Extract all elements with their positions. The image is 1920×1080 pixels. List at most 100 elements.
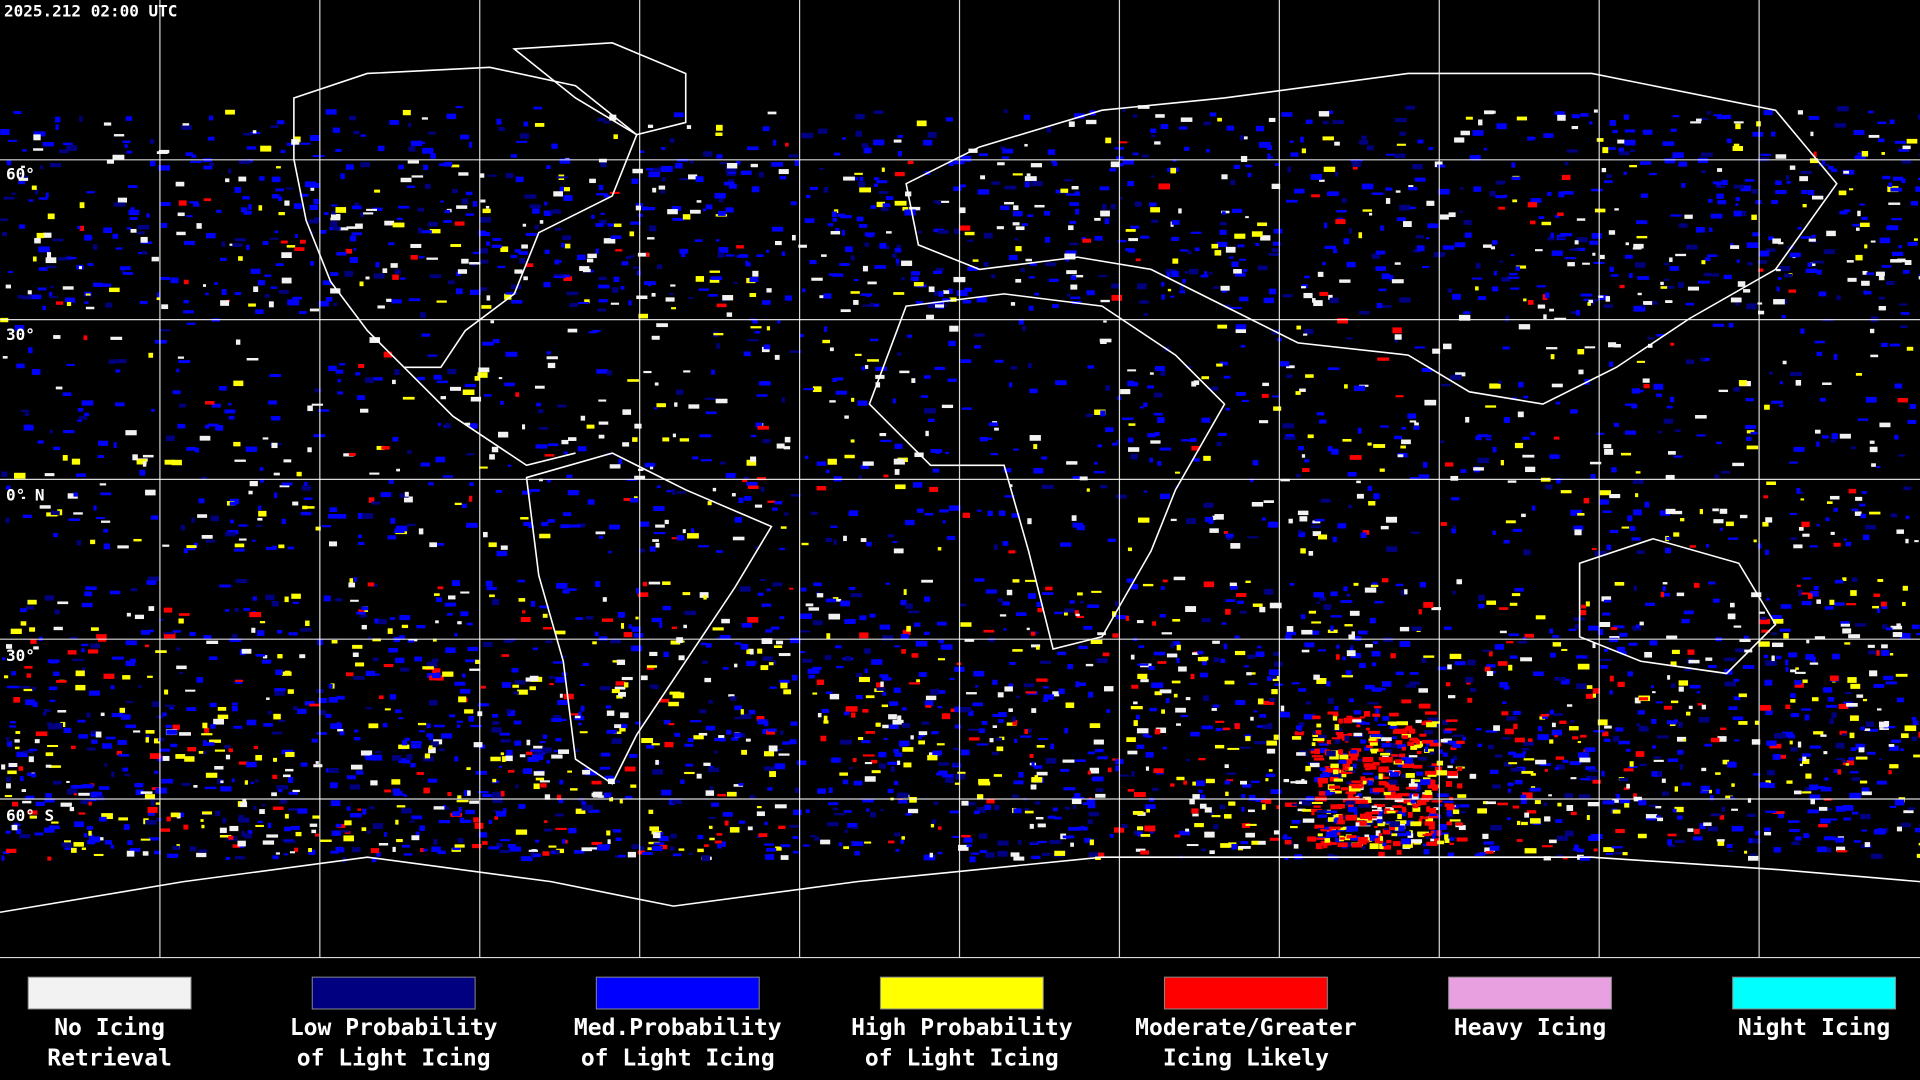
icing-patch [290, 301, 298, 304]
icing-patch [937, 547, 942, 551]
icing-patch [1849, 792, 1862, 799]
icing-patch [1601, 167, 1607, 173]
icing-patch [864, 365, 869, 369]
icing-patch [1176, 657, 1180, 664]
icing-patch [1235, 328, 1247, 334]
icing-patch [1036, 678, 1048, 682]
icing-patch [1696, 434, 1706, 437]
icing-patch [816, 593, 824, 598]
icing-patch [1076, 524, 1085, 531]
icing-patch [522, 610, 526, 614]
icing-patch [1335, 171, 1339, 177]
icing-patch [1064, 806, 1071, 810]
icing-patch [323, 595, 331, 602]
icing-patch [1854, 511, 1862, 516]
icing-patch [1418, 703, 1431, 709]
icing-patch [1052, 162, 1058, 167]
icing-patch [1125, 229, 1136, 232]
icing-patch [292, 296, 303, 300]
icing-patch [1790, 747, 1798, 752]
icing-patch [747, 485, 759, 489]
icing-patch [1883, 675, 1894, 681]
icing-patch [220, 300, 230, 306]
icing-patch [1632, 625, 1642, 631]
icing-patch [8, 762, 18, 767]
icing-patch [73, 512, 83, 515]
icing-patch [1843, 538, 1847, 541]
icing-patch [1764, 660, 1777, 666]
icing-patch [1680, 518, 1685, 522]
icing-patch [1708, 664, 1717, 669]
icing-patch [1346, 650, 1356, 657]
icing-patch [563, 195, 573, 202]
icing-patch [1257, 645, 1262, 649]
icing-patch [469, 423, 478, 429]
icing-patch [1588, 625, 1599, 631]
icing-patch [28, 756, 34, 763]
icing-patch [1861, 280, 1870, 286]
icing-patch [1023, 683, 1035, 688]
icing-patch [728, 183, 737, 189]
icing-patch [1538, 216, 1545, 220]
icing-patch [1310, 525, 1321, 528]
icing-patch [738, 820, 746, 824]
icing-patch [1483, 147, 1488, 151]
icing-patch [70, 745, 76, 750]
icing-patch [148, 837, 159, 841]
icing-patch [698, 732, 708, 736]
icing-patch [219, 827, 227, 833]
icing-patch [1271, 183, 1281, 189]
icing-patch [352, 652, 359, 657]
icing-patch [1726, 138, 1732, 144]
icing-patch [527, 756, 540, 762]
icing-patch [278, 290, 289, 294]
icing-patch [968, 728, 980, 731]
icing-patch [383, 664, 394, 668]
icing-patch [1801, 708, 1812, 711]
icing-patch [843, 846, 850, 850]
icing-patch [336, 695, 345, 700]
icing-patch [1666, 405, 1673, 409]
icing-patch [1688, 659, 1700, 664]
icing-patch [1071, 798, 1082, 805]
icing-patch [171, 459, 182, 466]
icing-patch [1029, 262, 1037, 266]
icing-patch [997, 692, 1004, 698]
icing-patch [1660, 286, 1668, 289]
icing-patch [669, 138, 675, 143]
icing-patch [871, 770, 881, 774]
icing-patch [234, 238, 246, 242]
icing-patch [1027, 518, 1032, 525]
icing-patch [1246, 672, 1252, 676]
icing-patch [563, 693, 574, 700]
icing-patch [235, 855, 245, 860]
icing-patch [1485, 436, 1492, 440]
icing-patch [1350, 644, 1354, 651]
icing-patch [1066, 461, 1078, 465]
icing-patch [1737, 281, 1746, 287]
icing-patch [1718, 389, 1729, 393]
icing-patch [1248, 794, 1256, 801]
icing-patch [1557, 114, 1566, 121]
icing-patch [353, 130, 360, 135]
icing-patch [1745, 425, 1756, 429]
icing-patch [1728, 850, 1734, 853]
icing-patch [199, 435, 211, 441]
icing-patch [1913, 238, 1918, 241]
icing-patch [817, 712, 822, 718]
icing-patch [1421, 657, 1427, 664]
icing-patch [150, 799, 155, 806]
icing-patch [703, 595, 707, 600]
icing-patch [771, 226, 784, 232]
icing-patch [1189, 799, 1195, 805]
icing-patch [215, 425, 224, 431]
icing-patch [1337, 318, 1349, 324]
icing-patch [1341, 674, 1353, 678]
icing-patch [1171, 220, 1180, 225]
icing-patch [365, 707, 373, 710]
icing-patch [126, 612, 131, 617]
icing-patch [948, 288, 953, 295]
icing-patch [1020, 267, 1025, 273]
icing-patch [292, 706, 299, 711]
